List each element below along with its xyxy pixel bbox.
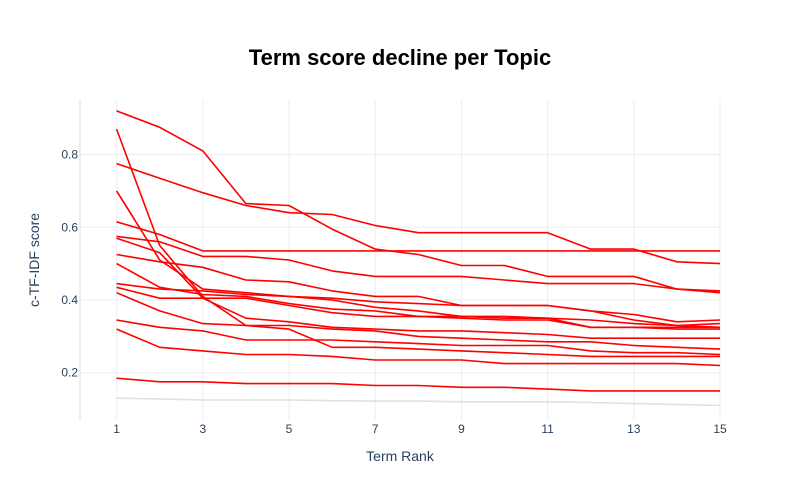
topic-series-line-9	[116, 262, 720, 329]
topic-series-line-13	[116, 319, 721, 356]
topic-series-line-4	[115, 190, 721, 329]
series-lines	[115, 110, 721, 407]
topic-series-line-15	[116, 377, 720, 392]
topic-series-line-7	[116, 237, 720, 340]
topic-series-line-16	[116, 397, 721, 407]
topic-series-line-1	[116, 110, 721, 294]
x-tick-label: 13	[627, 422, 641, 436]
topic-series-line-12	[116, 291, 721, 350]
topic-series-line-14	[116, 328, 721, 367]
topic-series-line-5	[116, 221, 720, 252]
x-tick-label: 7	[372, 422, 379, 436]
topic-series-line-3	[116, 162, 721, 265]
x-tick-label: 5	[286, 422, 293, 436]
gridlines	[80, 100, 721, 420]
topic-series-line-11	[116, 286, 720, 330]
x-tick-label: 9	[458, 422, 465, 436]
x-tick-label: 11	[541, 422, 554, 436]
y-tick-label: 0.4	[61, 293, 78, 307]
y-tick-label: 0.6	[61, 220, 78, 234]
x-tick-label: 3	[199, 422, 206, 436]
topic-series-line-6	[116, 235, 721, 292]
y-tick-labels: 0.2 0.4 0.6 0.8	[61, 148, 78, 380]
x-tick-label: 1	[113, 422, 120, 436]
y-axis-title: c-TF-IDF score	[26, 213, 42, 307]
x-axis-title: Term Rank	[366, 448, 435, 464]
y-tick-label: 0.2	[61, 366, 78, 380]
topic-series-line-10	[116, 282, 721, 327]
topic-series-line-2	[115, 128, 720, 358]
chart-title: Term score decline per Topic	[249, 45, 551, 70]
x-tick-labels: 1 3 5 7 9 11 13 15	[113, 422, 727, 436]
x-tick-label: 15	[713, 422, 727, 436]
topic-series-line-8	[116, 253, 721, 323]
y-tick-label: 0.8	[61, 148, 78, 162]
